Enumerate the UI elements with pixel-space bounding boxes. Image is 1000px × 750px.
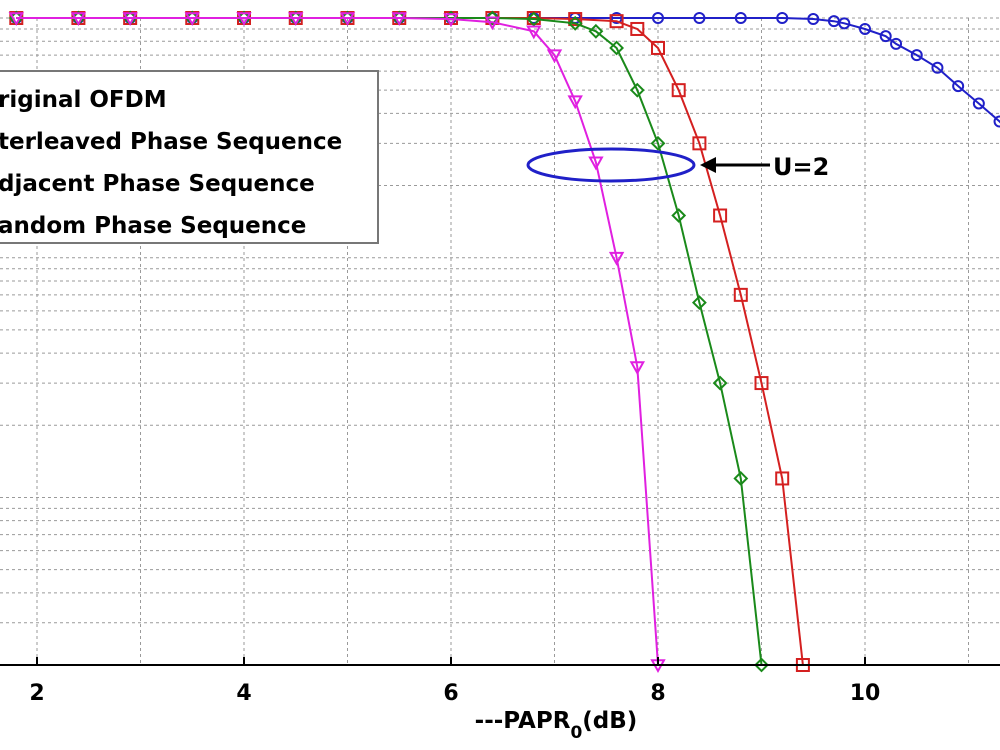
data-point — [733, 471, 749, 486]
data-point — [568, 12, 583, 27]
data-point — [70, 12, 87, 27]
annotation-label: U=2 — [773, 153, 829, 181]
data-point — [733, 287, 748, 302]
x-axis-label-suffix: (dB) — [582, 708, 637, 734]
x-tick-label: 8 — [650, 681, 665, 706]
data-point — [651, 40, 665, 55]
data-point — [712, 375, 728, 391]
data-point — [775, 471, 790, 486]
data-point — [629, 361, 645, 376]
data-point — [630, 21, 645, 36]
data-point — [484, 16, 501, 31]
data-point — [629, 82, 645, 98]
x-tick-labels: 2 4 6 8 10 — [29, 657, 880, 706]
x-axis-label-subscript: 0 — [570, 723, 582, 743]
data-point — [8, 12, 24, 27]
annotation-arrowhead — [700, 157, 716, 173]
data-point — [609, 40, 625, 56]
data-point — [609, 14, 624, 29]
data-point — [652, 12, 664, 24]
data-point — [339, 12, 356, 27]
data-point — [910, 49, 923, 62]
data-point — [754, 657, 769, 673]
data-point — [931, 61, 944, 74]
data-point — [184, 12, 200, 27]
data-point — [567, 95, 583, 110]
data-point — [807, 13, 820, 26]
data-point — [890, 37, 903, 50]
data-point — [859, 22, 871, 35]
data-point — [567, 15, 583, 31]
legend: riginal OFDM terleaved Phase Sequence dj… — [0, 70, 379, 244]
data-point — [972, 97, 985, 110]
data-point — [236, 12, 252, 27]
data-point — [608, 251, 625, 266]
data-point — [288, 12, 304, 27]
data-point — [391, 12, 407, 27]
series-line — [16, 17, 659, 666]
data-point — [546, 49, 563, 64]
data-point — [952, 80, 965, 93]
legend-label-interleaved: terleaved Phase Sequence — [0, 129, 342, 155]
data-point — [754, 376, 769, 391]
data-point — [838, 17, 851, 30]
data-point — [443, 13, 459, 28]
data-point — [526, 25, 542, 40]
data-point — [650, 135, 666, 151]
data-point — [671, 208, 687, 223]
legend-box — [0, 70, 379, 244]
legend-label-adjacent: djacent Phase Sequence — [0, 171, 315, 197]
data-point — [588, 23, 604, 39]
data-point — [693, 12, 706, 24]
x-tick-label: 4 — [236, 681, 251, 706]
data-point — [588, 156, 604, 171]
annotation-ellipse — [526, 147, 696, 183]
data-point — [691, 295, 707, 310]
data-point — [526, 11, 542, 27]
legend-label-random: andom Phase Sequence — [0, 213, 306, 239]
data-point — [713, 208, 728, 223]
data-point — [671, 83, 686, 98]
data-point — [484, 10, 500, 26]
data-point — [692, 136, 707, 151]
x-axis-label: ---PAPR0(dB) — [475, 708, 638, 743]
x-tick-label: 10 — [850, 681, 881, 706]
annotation: U=2 — [526, 147, 829, 183]
data-point — [879, 30, 892, 43]
data-point — [122, 12, 138, 27]
x-tick-label: 6 — [443, 681, 458, 706]
data-point — [734, 12, 747, 24]
data-point — [776, 12, 789, 24]
x-tick-label: 2 — [29, 681, 44, 706]
x-axis-label-prefix: ---PAPR — [475, 708, 571, 734]
legend-label-original-ofdm: riginal OFDM — [0, 87, 167, 113]
